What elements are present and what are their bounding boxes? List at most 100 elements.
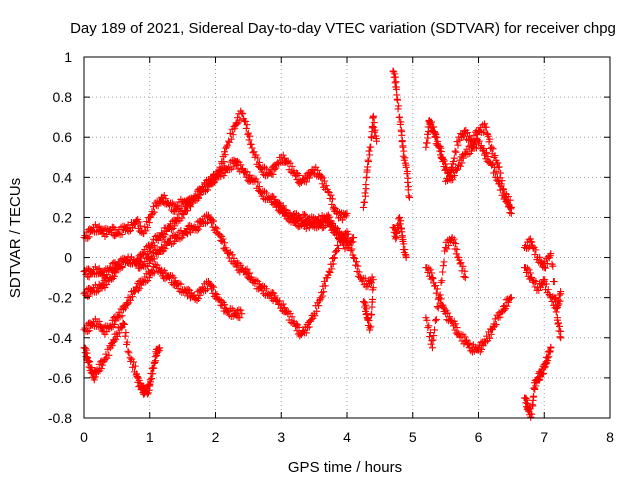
data-point xyxy=(321,282,329,290)
data-point xyxy=(426,333,434,341)
data-point xyxy=(432,289,440,297)
data-point xyxy=(318,292,326,300)
data-point xyxy=(501,189,509,197)
data-point xyxy=(472,135,480,143)
data-point xyxy=(135,218,143,226)
data-point xyxy=(479,342,487,350)
data-point xyxy=(550,278,558,286)
data-point xyxy=(370,119,378,127)
x-tick-label: 4 xyxy=(343,429,351,445)
data-point xyxy=(154,202,162,210)
data-point xyxy=(239,110,247,118)
data-point xyxy=(99,361,107,369)
data-point xyxy=(506,196,514,204)
data-point xyxy=(184,207,192,215)
data-points xyxy=(80,67,565,421)
data-point xyxy=(330,203,338,211)
data-point xyxy=(371,126,379,134)
data-point xyxy=(331,254,339,262)
data-point xyxy=(398,137,406,145)
data-point xyxy=(554,319,562,327)
data-point xyxy=(362,185,370,193)
data-point xyxy=(227,135,235,143)
data-point xyxy=(391,70,399,78)
data-point xyxy=(103,328,111,336)
data-point xyxy=(429,336,437,344)
data-point xyxy=(448,165,456,173)
data-point xyxy=(367,143,375,151)
data-point xyxy=(422,143,430,151)
data-point xyxy=(237,306,245,314)
data-point xyxy=(447,172,455,180)
data-point xyxy=(248,144,256,152)
data-point xyxy=(162,195,170,203)
data-point xyxy=(281,304,289,312)
data-point xyxy=(154,236,162,244)
x-tick-label: 3 xyxy=(277,429,285,445)
data-point xyxy=(117,324,125,332)
data-point xyxy=(450,235,458,243)
data-point xyxy=(440,157,448,165)
data-point xyxy=(167,206,175,214)
data-point xyxy=(243,265,251,273)
data-point xyxy=(405,192,413,200)
data-point xyxy=(436,291,444,299)
data-point xyxy=(171,222,179,230)
y-tick-label: 0.2 xyxy=(53,209,73,225)
data-point xyxy=(361,198,369,206)
data-point xyxy=(345,243,353,251)
data-point xyxy=(233,307,241,315)
data-point xyxy=(195,194,203,202)
data-point xyxy=(121,320,129,328)
data-point xyxy=(113,332,121,340)
data-point xyxy=(292,217,300,225)
data-point xyxy=(458,131,466,139)
data-point xyxy=(535,286,543,294)
data-point xyxy=(97,365,105,373)
data-point xyxy=(305,174,313,182)
data-point xyxy=(392,235,400,243)
data-point xyxy=(326,268,334,276)
data-point xyxy=(463,129,471,137)
data-point xyxy=(504,193,512,201)
data-point xyxy=(276,201,284,209)
data-point xyxy=(426,266,434,274)
data-point xyxy=(453,166,461,174)
data-point xyxy=(556,297,564,305)
data-point xyxy=(426,329,434,337)
data-point xyxy=(449,176,457,184)
data-point xyxy=(228,251,236,259)
x-tick-label: 8 xyxy=(606,429,614,445)
data-point xyxy=(101,284,109,292)
data-point xyxy=(404,174,412,182)
data-point xyxy=(143,243,151,251)
data-point xyxy=(144,223,152,231)
data-point xyxy=(497,169,505,177)
data-point xyxy=(453,245,461,253)
data-point xyxy=(125,349,133,357)
data-point xyxy=(350,254,358,262)
data-point xyxy=(320,177,328,185)
data-point xyxy=(99,268,107,276)
chart-title: Day 189 of 2021, Sidereal Day-to-day VTE… xyxy=(70,20,616,37)
data-point xyxy=(233,120,241,128)
data-point xyxy=(95,222,103,230)
data-point xyxy=(401,246,409,254)
data-point xyxy=(246,171,254,179)
data-point xyxy=(365,158,373,166)
data-point xyxy=(168,199,176,207)
data-point xyxy=(369,276,377,284)
data-point xyxy=(126,354,134,362)
data-point xyxy=(453,324,461,332)
data-point xyxy=(115,329,123,337)
data-point xyxy=(246,269,254,277)
data-point xyxy=(121,304,129,312)
data-point xyxy=(431,317,439,325)
data-point xyxy=(289,210,297,218)
data-point xyxy=(431,326,439,334)
data-point xyxy=(295,171,303,179)
data-point xyxy=(315,297,323,305)
data-point xyxy=(147,378,155,386)
data-point xyxy=(167,226,175,234)
data-point xyxy=(552,295,560,303)
